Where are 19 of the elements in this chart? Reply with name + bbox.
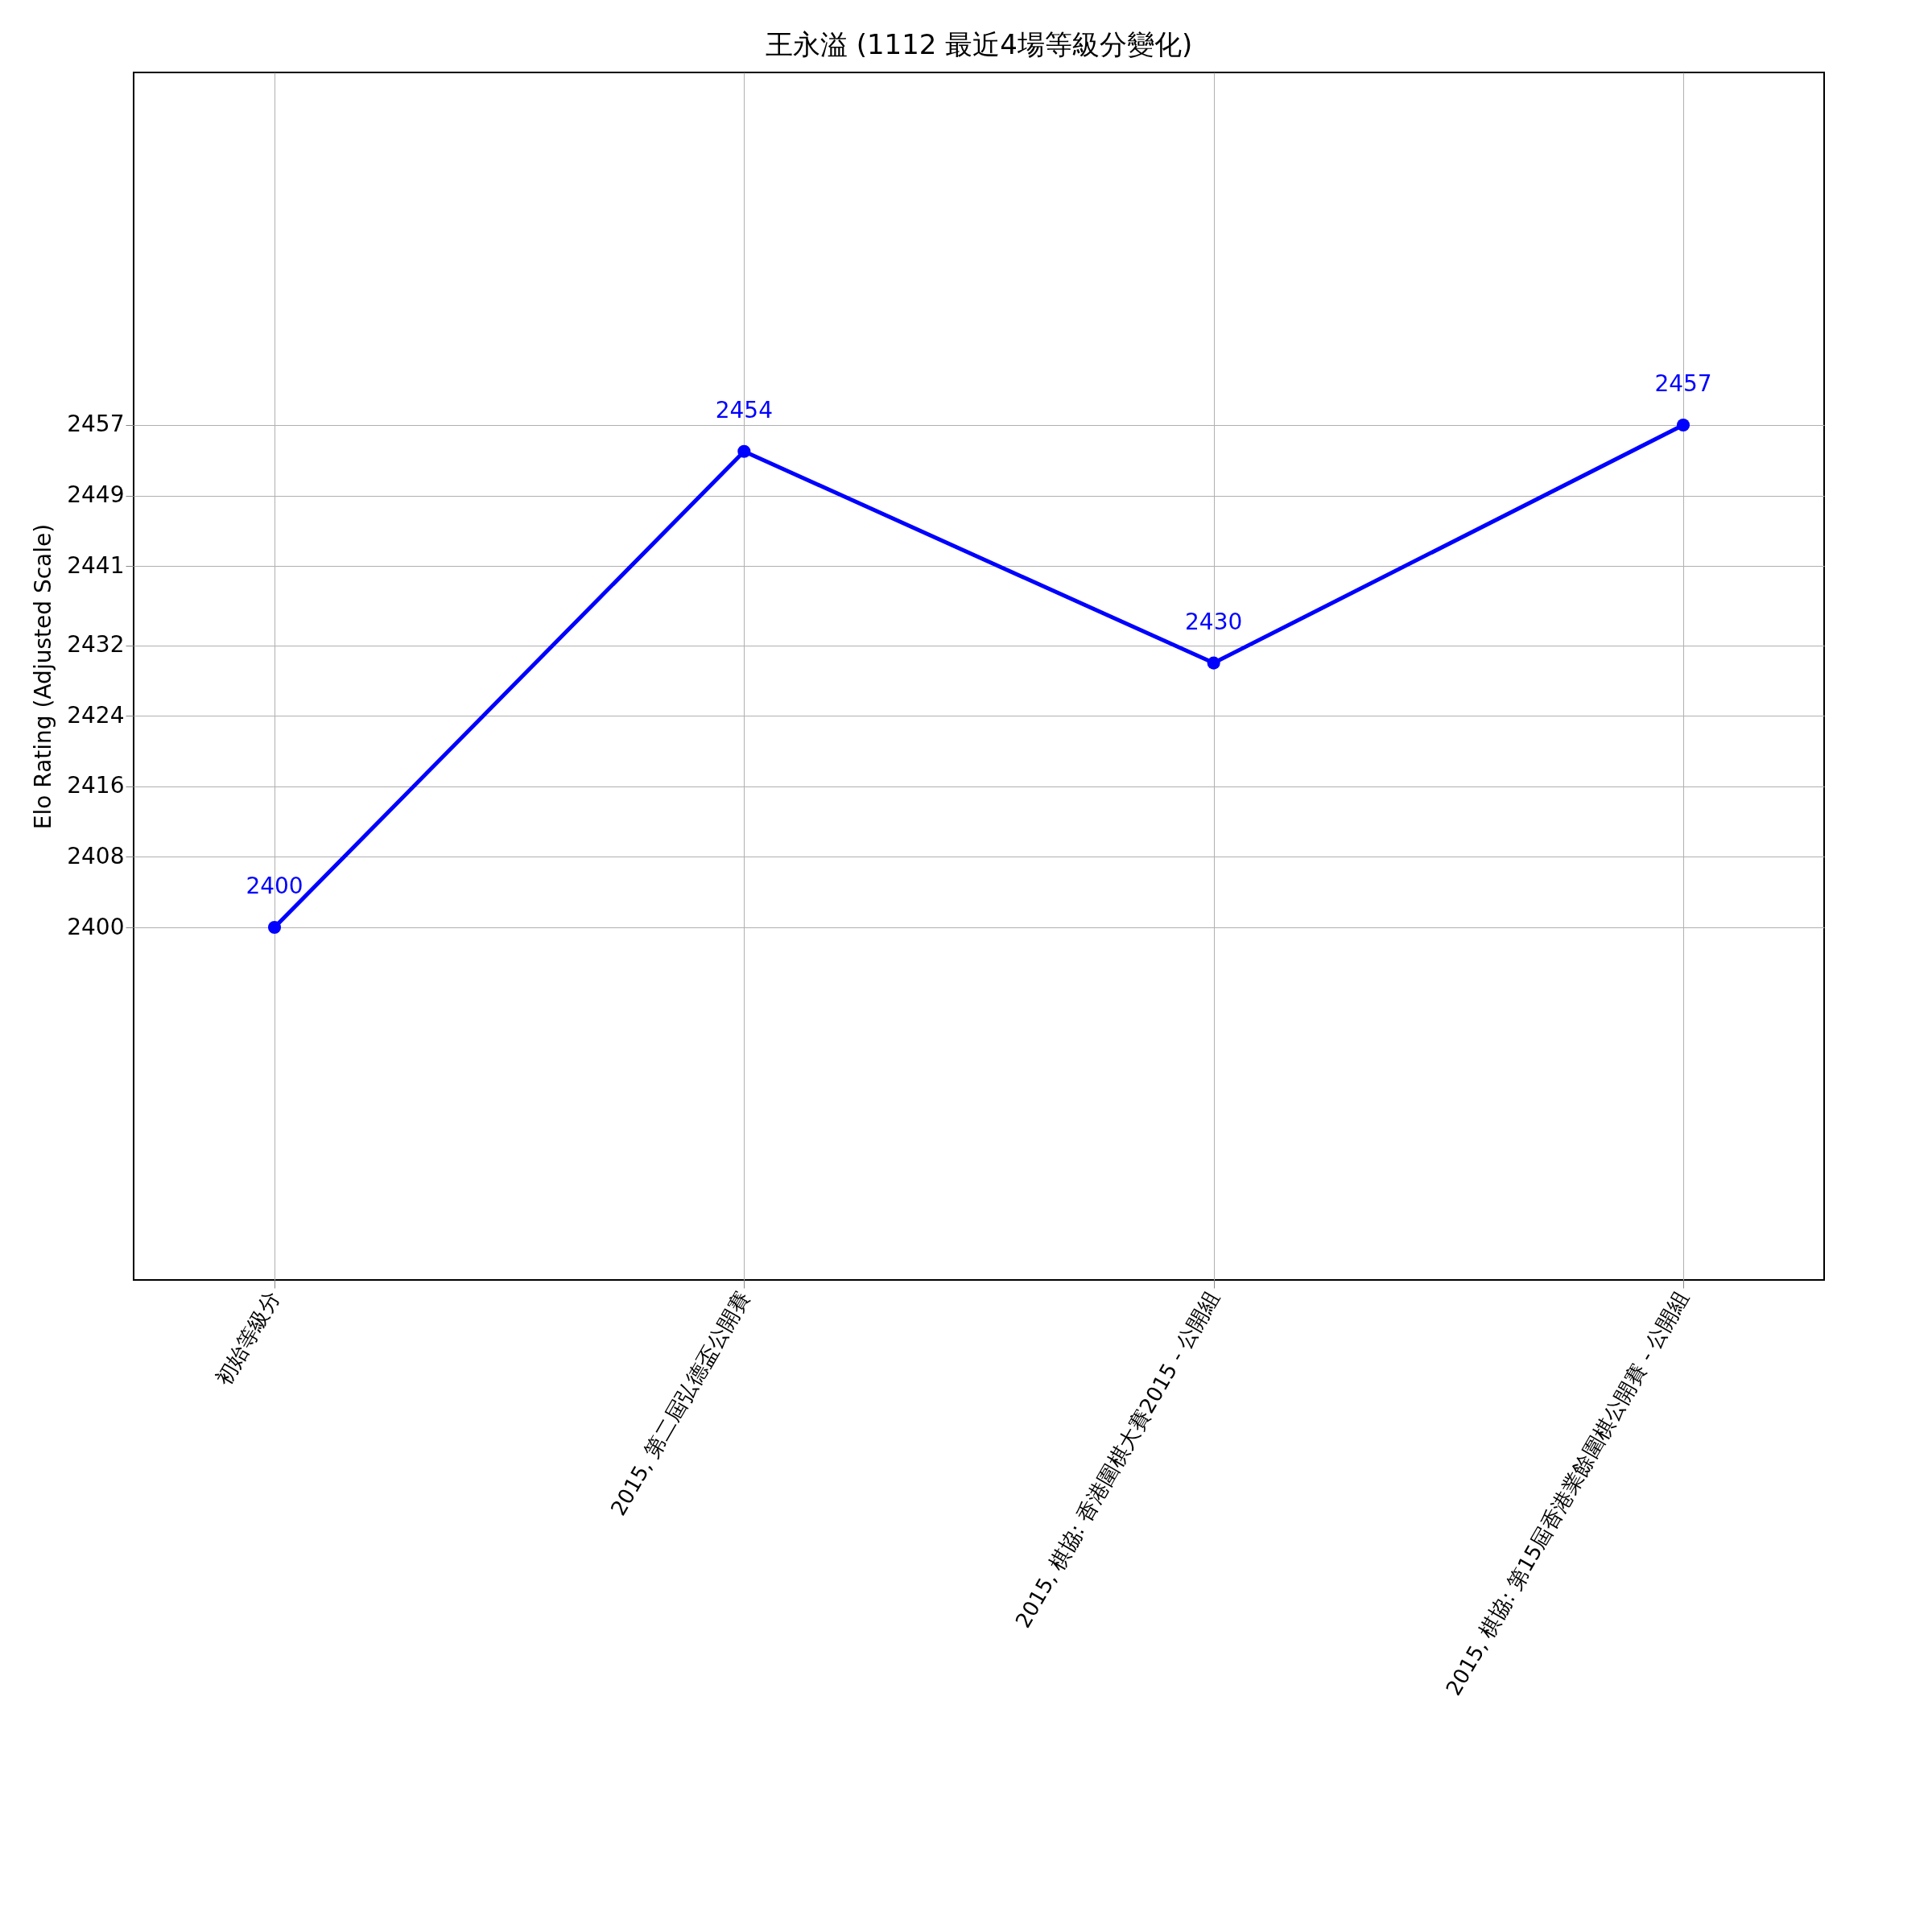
- y-tick-label: 2424: [67, 701, 125, 729]
- data-label: 2457: [1654, 369, 1712, 397]
- y-axis-title: Elo Rating (Adjusted Scale): [30, 523, 57, 830]
- x-tick-label: 初始等級分: [211, 1286, 285, 1390]
- point: [1207, 656, 1220, 670]
- data-label: 2454: [715, 396, 773, 423]
- y-tick-label: 2400: [67, 913, 125, 940]
- point: [1676, 418, 1690, 431]
- y-tick-label: 2408: [67, 842, 125, 869]
- y-tick-label: 2457: [67, 411, 125, 438]
- y-tick-label: 2449: [67, 481, 125, 509]
- chart-title: 王永溢 (1112 最近4場等級分變化): [765, 28, 1193, 60]
- data-label: 2430: [1185, 608, 1243, 635]
- y-tick-label: 2432: [67, 631, 125, 658]
- point: [267, 921, 282, 935]
- y-tick-label: 2416: [67, 772, 125, 799]
- y-tick-label: 2441: [67, 551, 125, 579]
- point: [737, 444, 751, 458]
- data-label: 2400: [246, 873, 303, 900]
